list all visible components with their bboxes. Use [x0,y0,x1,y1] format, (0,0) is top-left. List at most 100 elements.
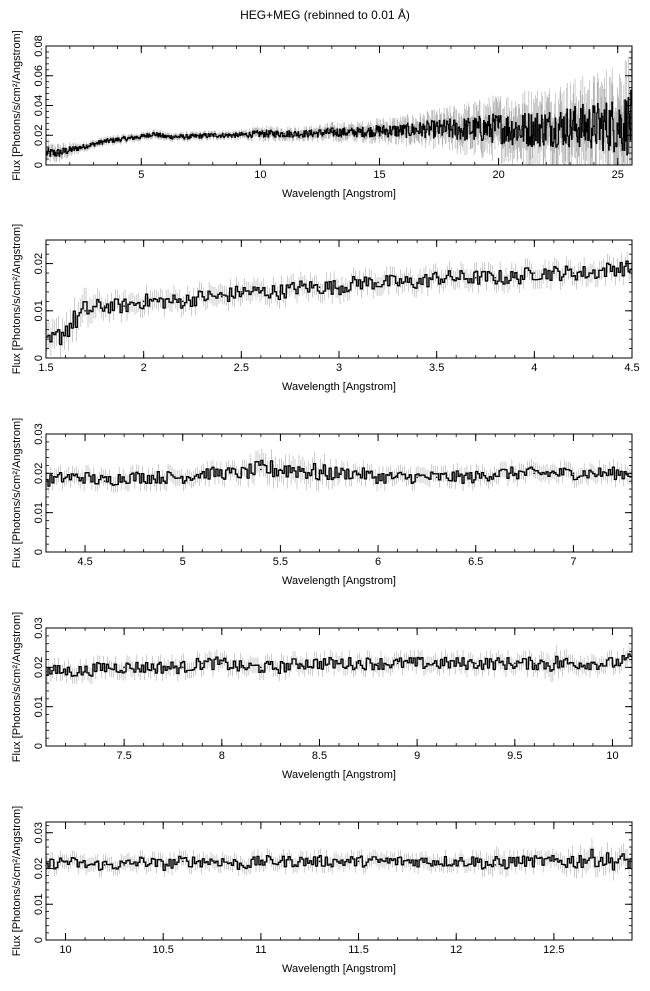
data-point [497,127,500,129]
x-tick-label: 6 [375,556,381,568]
y-tick-label: 0.03 [33,423,45,444]
y-tick-label: 0.01 [33,696,45,717]
x-tick-label: 8.5 [312,750,327,762]
x-tick-label: 9.5 [507,750,522,762]
data-point [514,472,516,475]
data-point [357,860,360,863]
y-tick-label: 0.06 [33,65,45,86]
x-tick-label: 5 [180,556,186,568]
spectrum-histogram [46,89,632,157]
data-point [318,860,321,863]
data-point [104,140,107,142]
data-point [123,476,125,479]
data-point [318,472,321,475]
spectrum-data [46,838,632,881]
data-point [474,662,477,665]
x-axis-label: Wavelength [Angstrom] [282,575,396,587]
data-point [435,276,438,279]
y-tick-label: 0.04 [33,95,45,116]
data-point [181,666,184,669]
x-tick-label: 1.5 [38,362,53,374]
error-bars [46,48,632,165]
data-point [611,662,614,665]
data-point [474,476,477,479]
data-point [338,860,340,863]
data-point [474,860,477,863]
data-point [64,328,67,331]
y-tick-label: 0.03 [33,617,45,638]
data-point [572,860,575,863]
y-axis-label: Flux [Photons/s/cm²/Angstrom] [11,806,23,956]
data-point [450,128,452,131]
error-bars [46,645,632,685]
x-tick-label: 2.5 [234,362,249,374]
data-point [201,472,204,475]
spectrum-histogram [46,260,632,346]
data-point [181,476,184,479]
data-point [616,124,619,126]
data-point [279,860,282,863]
x-tick-label: 5.5 [273,556,288,568]
data-point [473,128,476,131]
data-point [455,476,458,479]
chart-panel-3: 4.5 5 5.5 6 6.5 7 0 0.01 0.02 0.03 Wavelength [Ang… [11,418,633,587]
data-point [533,860,536,863]
data-point [338,286,340,289]
x-tick-label: 15 [373,169,385,181]
data-point [201,860,204,863]
data-point [142,476,145,479]
data-point [142,860,145,863]
y-tick-label: 0 [33,549,45,555]
data-point [103,666,106,669]
plot-frame [45,433,633,553]
data-point [201,295,204,298]
data-point [416,281,418,284]
x-tick-label: 9 [414,750,420,762]
data-point [533,272,536,274]
y-tick-label: 0 [33,743,45,749]
data-point [357,281,360,284]
chart-panel-4: 7.5 8 8.5 9 9.5 10 0 0.01 0.02 0.03 Wavelength [An… [11,612,633,781]
data-point [84,670,86,673]
spectrum-data [46,645,632,685]
y-tick-label: 0.02 [33,125,45,146]
data-point [416,476,418,479]
data-point [435,662,438,665]
data-point [123,666,125,669]
data-point [84,864,86,866]
data-point [378,129,381,132]
y-axis-label: Flux [Photons/s/cm²/Angstrom] [11,612,23,762]
x-tick-label: 3.5 [429,362,444,374]
data-point [416,662,418,665]
data-point [123,305,125,307]
y-axis-label: Flux [Photons/s/cm²/Angstrom] [11,418,23,568]
data-point [80,146,83,148]
data-point [240,291,243,293]
data-point [260,666,262,669]
data-point [494,662,497,665]
error-bars [46,448,632,494]
data-point [318,662,321,665]
data-point [514,276,516,279]
data-point [140,135,143,138]
x-axis-label: Wavelength [Angstrom] [282,188,396,200]
data-point [162,300,164,303]
x-tick-label: 11 [255,944,266,956]
data-point [494,864,497,866]
data-point [142,300,145,303]
y-tick-label: 0 [33,162,45,168]
data-point [64,860,67,863]
spectrum-data [46,448,632,494]
data-point [592,272,594,274]
x-axis-label: Wavelength [Angstrom] [282,963,396,975]
x-axis-label: Wavelength [Angstrom] [282,381,396,393]
data-point [279,468,282,471]
y-tick-label: 0.01 [33,894,45,915]
data-point [84,476,86,479]
data-point [514,662,516,665]
data-point [435,476,438,479]
x-tick-label: 11.5 [348,944,369,956]
plot-frame [45,239,633,359]
spectrum-data [46,48,632,165]
data-point [416,860,418,863]
